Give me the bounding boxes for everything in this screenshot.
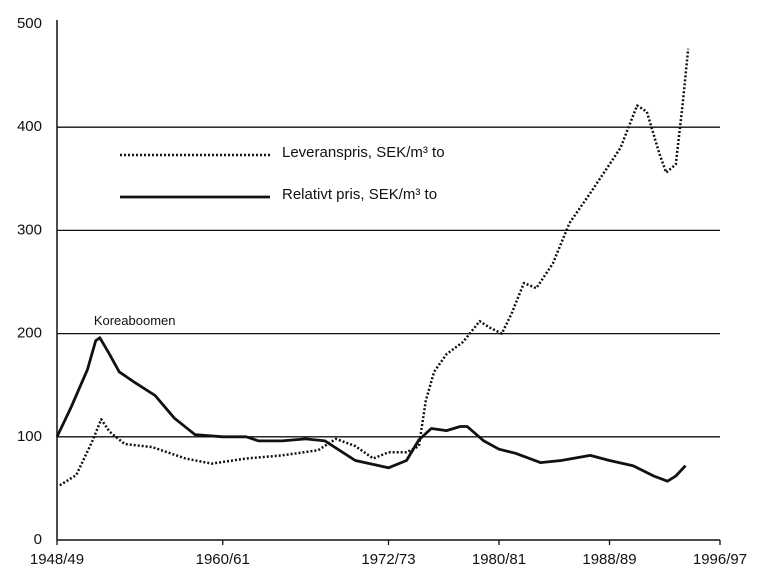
annotation: Koreaboomen: [94, 313, 176, 328]
x-tick-label: 1948/49: [30, 551, 84, 568]
y-tick-label: 300: [17, 221, 42, 238]
x-tick-label: 1980/81: [472, 551, 526, 568]
x-tick-label: 1988/89: [582, 551, 636, 568]
line-series: [59, 48, 690, 487]
legend-label: Relativt pris, SEK/m³ to: [282, 186, 437, 203]
y-tick-label: 0: [34, 531, 42, 548]
legend-label: Leveranspris, SEK/m³ to: [282, 144, 445, 161]
y-tick-label: 500: [17, 15, 42, 32]
x-tick-label: 1996/97: [693, 551, 747, 568]
x-tick-label: 1972/73: [361, 551, 415, 568]
y-tick-label: 400: [17, 118, 42, 135]
y-tick-label: 100: [17, 428, 42, 445]
line-series: [55, 336, 687, 483]
x-tick-label: 1960/61: [196, 551, 250, 568]
y-tick-label: 200: [17, 325, 42, 342]
